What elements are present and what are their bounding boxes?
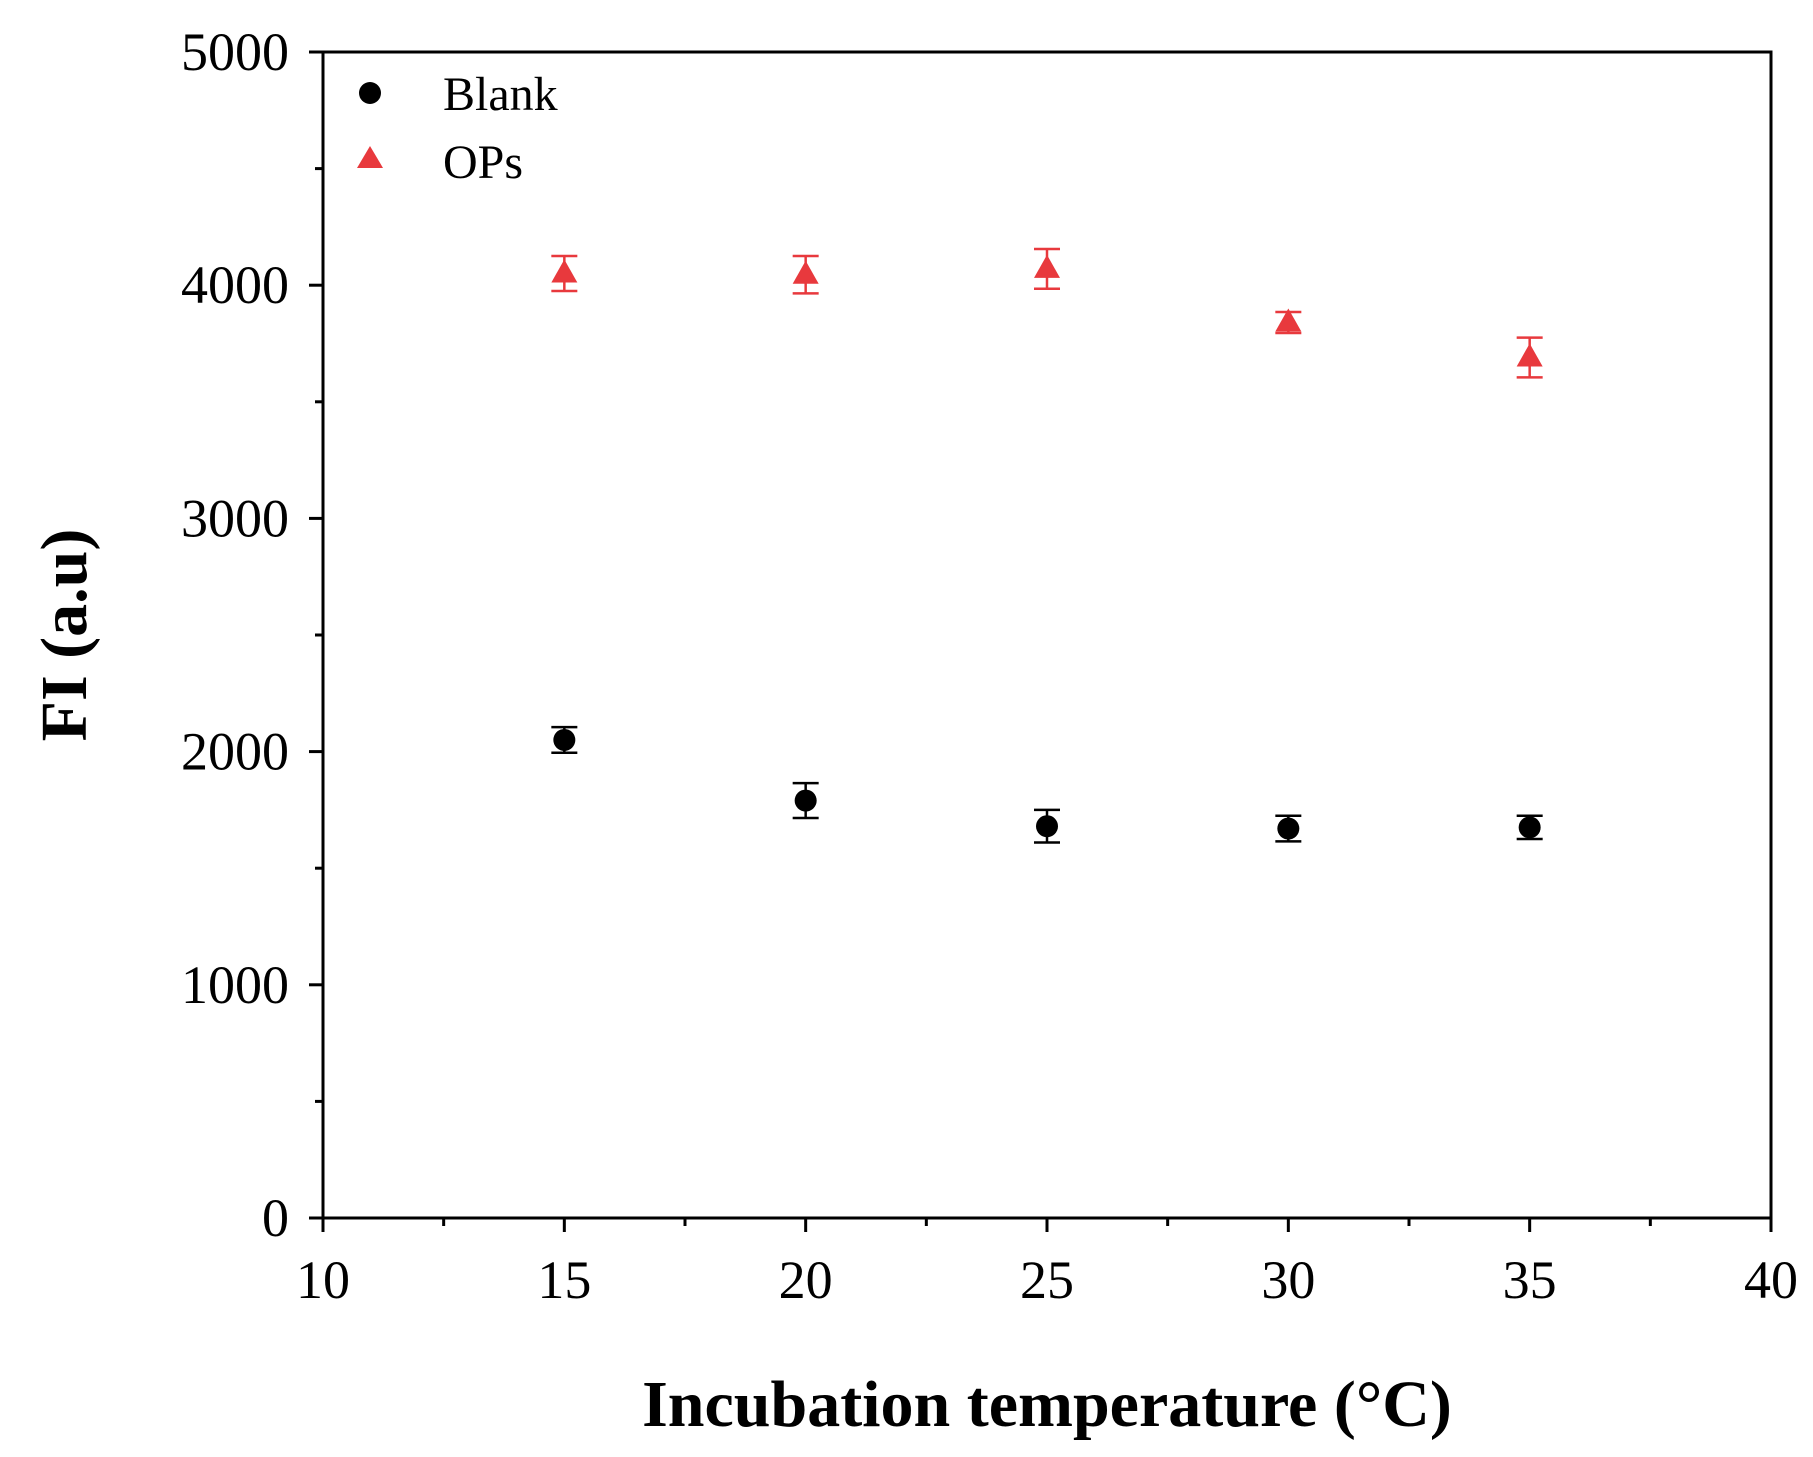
legend-label-blank: Blank	[443, 68, 558, 121]
y-axis-title: FI (a.u)	[28, 529, 101, 742]
data-marks	[551, 247, 1543, 844]
x-tick-label-35: 35	[1503, 1250, 1557, 1310]
x-tick-label-25: 25	[1020, 1250, 1074, 1310]
blank-point	[553, 728, 576, 751]
y-tick-label-0: 0	[262, 1188, 289, 1248]
x-tick-label-40: 40	[1744, 1250, 1798, 1310]
y-tick-label-3000: 3000	[181, 488, 289, 548]
x-tick-label-30: 30	[1261, 1250, 1315, 1310]
x-tick-label-15: 15	[537, 1250, 591, 1310]
axis-ticks: 10 15 20 25 30 35 40 0 1000 2000 3000 4000 5000	[181, 22, 1798, 1310]
blank-point	[1518, 816, 1541, 839]
y-tick-label-5000: 5000	[181, 22, 289, 82]
legend: Blank OPs	[357, 68, 558, 189]
ops-point	[1516, 343, 1543, 367]
x-tick-label-20: 20	[779, 1250, 833, 1310]
blank-point	[1036, 815, 1058, 838]
ops-point	[1034, 254, 1060, 278]
x-tick-label-10: 10	[296, 1250, 350, 1310]
ops-point	[1275, 308, 1302, 332]
legend-marker-ops	[357, 146, 383, 168]
ops-point	[551, 259, 578, 283]
plot-frame	[321, 50, 1773, 1220]
blank-point	[794, 789, 817, 812]
legend-marker-blank	[359, 82, 381, 104]
y-tick-label-1000: 1000	[181, 955, 289, 1015]
blank-point	[1277, 817, 1300, 840]
legend-label-ops: OPs	[443, 136, 523, 189]
y-tick-label-2000: 2000	[181, 722, 289, 782]
x-axis-title: Incubation temperature (°C)	[642, 1368, 1452, 1441]
y-tick-label-4000: 4000	[181, 255, 289, 315]
ops-point	[792, 260, 819, 284]
